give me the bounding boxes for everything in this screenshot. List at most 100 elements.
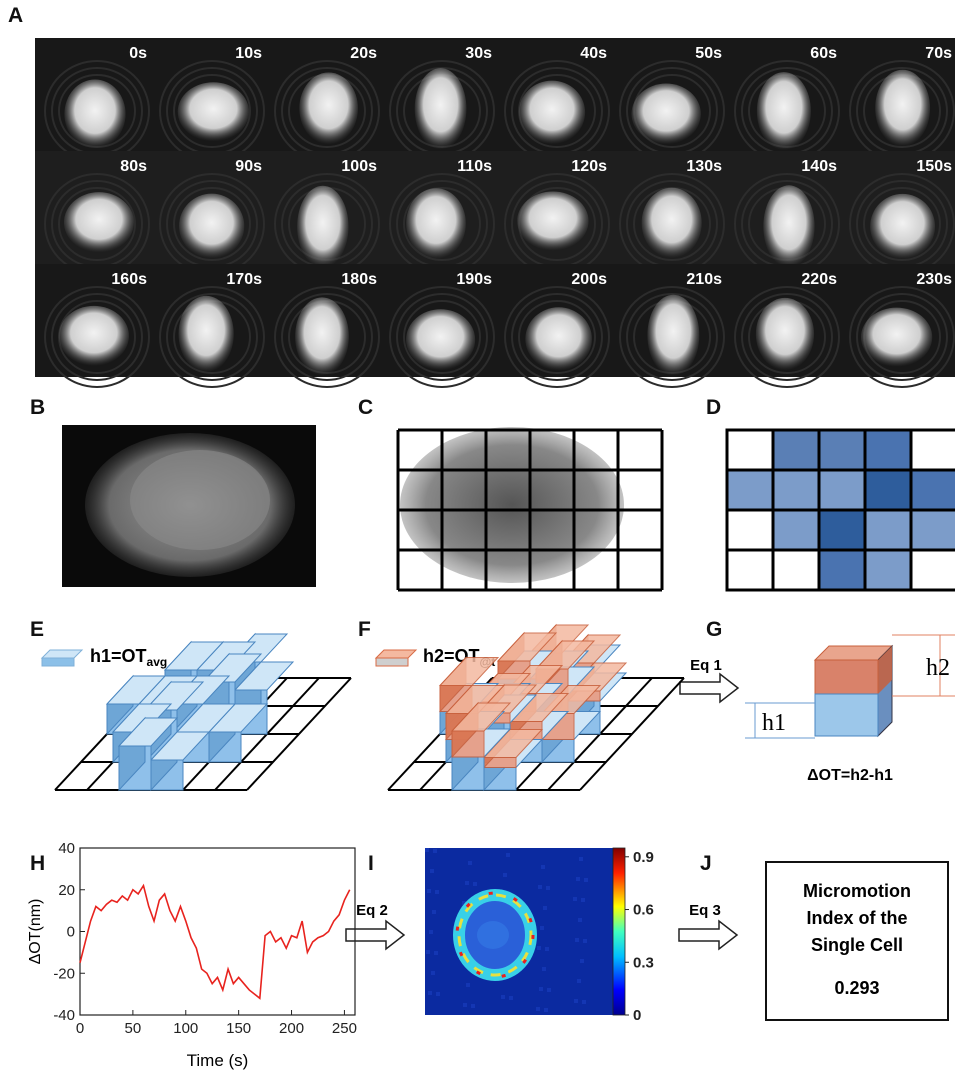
heatmap-noise — [580, 959, 584, 963]
heatmap-noise — [466, 983, 470, 987]
panel-label: E — [30, 618, 44, 641]
time-label: 100s — [341, 158, 377, 175]
cell — [406, 309, 475, 370]
colorbar-label: 0.3 — [633, 954, 654, 971]
grid-d-cell — [727, 470, 773, 510]
cell — [406, 188, 466, 259]
y-axis-title: ΔOT(nm) — [27, 899, 44, 965]
cell — [179, 296, 234, 372]
grid-d-cell — [911, 470, 955, 510]
arrow-label: Eq 2 — [356, 902, 388, 919]
index-text: Micromotion — [803, 881, 911, 901]
cell-c — [400, 427, 624, 583]
time-label: 150s — [916, 158, 952, 175]
cell — [870, 194, 935, 259]
cell — [757, 72, 811, 150]
heatmap-noise — [465, 881, 469, 885]
grid-d-cell — [773, 430, 819, 470]
x-tick-label: 0 — [76, 1020, 84, 1037]
heatmap-noise — [427, 889, 431, 893]
heatmap-noise — [430, 869, 434, 873]
panel-label: G — [706, 618, 722, 641]
heatmap-noise — [435, 890, 439, 894]
time-label: 20s — [350, 45, 377, 62]
heatmap-noise — [429, 930, 433, 934]
time-label: 190s — [456, 271, 492, 288]
grid-d-cell — [819, 510, 865, 550]
time-label: 230s — [916, 271, 952, 288]
heatmap-noise — [574, 999, 578, 1003]
heatmap-noise — [539, 987, 543, 991]
grid-d-cell — [727, 550, 773, 590]
heatmap-noise — [434, 951, 438, 955]
heatmap-noise — [540, 926, 544, 930]
panel-label: I — [368, 852, 374, 875]
heatmap-noise — [542, 967, 546, 971]
heatmap-noise — [501, 995, 505, 999]
grid-d-cell — [819, 470, 865, 510]
legend-e: h1=OTavg — [42, 646, 167, 669]
heatmap-noise — [537, 946, 541, 950]
time-label: 60s — [810, 45, 837, 62]
grid-d-cell — [865, 510, 911, 550]
time-label: 180s — [341, 271, 377, 288]
grid-d-cell — [865, 470, 911, 510]
block-g: h1 h2 ΔOT=h2-h1 — [745, 635, 955, 784]
index-text: Single Cell — [811, 935, 903, 955]
time-label: 110s — [457, 158, 492, 175]
heatmap-noise — [473, 882, 477, 886]
heatmap-noise — [433, 849, 437, 853]
grid-d-cell — [727, 510, 773, 550]
heatmap-noise — [573, 897, 577, 901]
time-label: 120s — [571, 158, 607, 175]
heatmap-noise — [509, 996, 513, 1000]
x-axis-title: Time (s) — [187, 1051, 249, 1070]
panel-label: B — [30, 396, 45, 419]
heatmap-noise — [471, 1004, 475, 1008]
time-label: 10s — [235, 45, 262, 62]
heatmap-noise — [436, 992, 440, 996]
time-label: 80s — [120, 158, 147, 175]
x-tick-label: 50 — [125, 1020, 142, 1037]
data-line — [80, 886, 350, 999]
h1-label: h1 — [762, 710, 786, 736]
legend-main: h1=OT — [90, 646, 147, 666]
time-label: 40s — [580, 45, 607, 62]
heatmap-noise — [543, 906, 547, 910]
panel-label: D — [706, 396, 721, 419]
heatmap-noise — [545, 947, 549, 951]
heatmap-noise — [538, 885, 542, 889]
arrow: Eq 3 — [679, 902, 737, 949]
heatmap-noise — [575, 938, 579, 942]
y-tick-label: 0 — [67, 924, 75, 941]
cell — [519, 81, 585, 145]
page: A B C D E F G H I J h1=OTavg h2=OT@t Eq … — [0, 0, 955, 1077]
time-label: 90s — [235, 158, 262, 175]
cell — [647, 295, 699, 376]
cell — [517, 191, 588, 250]
cell — [64, 80, 125, 149]
heatmap-noise — [584, 878, 588, 882]
cell — [178, 82, 249, 141]
heatmap-noise — [546, 886, 550, 890]
panel-label: J — [700, 852, 712, 875]
heatmap-noise — [431, 971, 435, 975]
heatmap-noise — [541, 865, 545, 869]
cell — [525, 307, 592, 370]
time-label: 50s — [695, 45, 722, 62]
time-label: 160s — [111, 271, 147, 288]
x-tick-label: 100 — [173, 1020, 198, 1037]
cell — [299, 72, 358, 144]
heatmap-noise — [432, 910, 436, 914]
x-tick-label: 200 — [279, 1020, 304, 1037]
x-tick-label: 150 — [226, 1020, 251, 1037]
panel-label: A — [8, 4, 23, 27]
grid-d-cell — [911, 430, 955, 470]
time-label: 0s — [129, 45, 147, 62]
heatmap-noise — [425, 848, 429, 852]
heatmap-noise — [576, 877, 580, 881]
cell — [875, 70, 930, 147]
time-label: 140s — [801, 158, 837, 175]
grid-d-cell — [865, 550, 911, 590]
grid-d-cell — [773, 470, 819, 510]
